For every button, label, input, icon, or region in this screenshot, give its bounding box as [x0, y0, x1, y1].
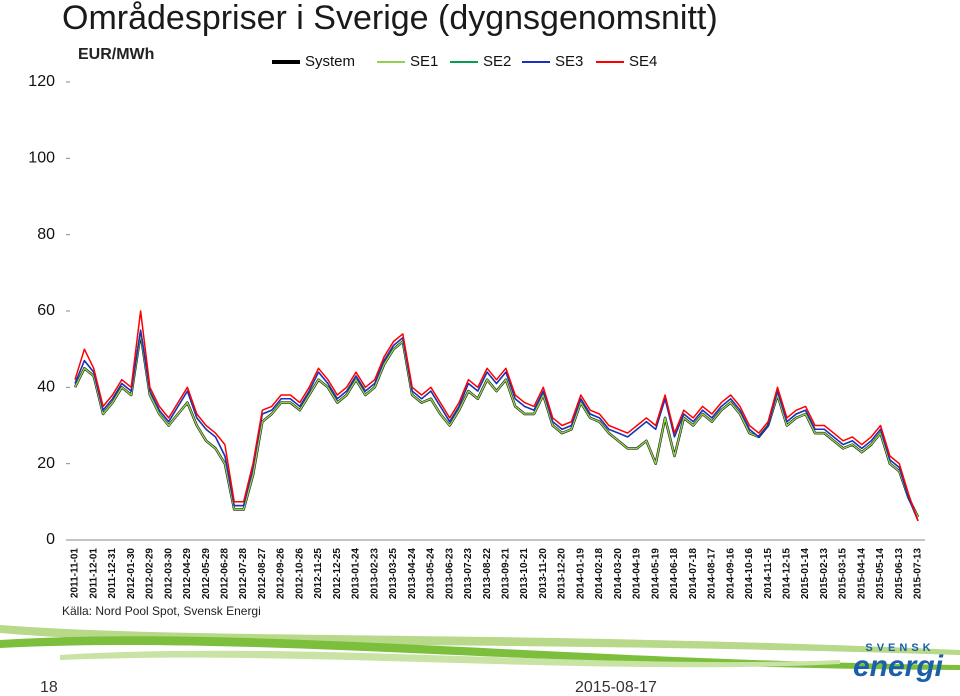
x-tick-label: 2014-12-15 [782, 548, 793, 600]
x-tick-label: 2014-05-19 [650, 548, 661, 600]
series-line [74, 310, 919, 522]
x-tick-label: 2013-03-25 [388, 548, 399, 600]
x-tick-label: 2013-08-22 [482, 548, 493, 600]
x-tick-label: 2013-11-20 [538, 548, 549, 599]
legend-label: SE1 [410, 53, 438, 70]
logo-top: SVENSK [865, 642, 934, 654]
x-tick-label: 2014-09-16 [725, 548, 736, 600]
x-tick-label: 2015-02-13 [819, 548, 830, 600]
source: Källa: Nord Pool Spot, Svensk Energi [62, 604, 261, 618]
x-tick-label: 2012-01-30 [126, 548, 137, 600]
x-tick-label: 2011-12-01 [88, 548, 99, 599]
x-tick-label: 2015-04-14 [856, 548, 867, 600]
x-tick-label: 2011-11-01 [70, 548, 81, 598]
x-tick-label: 2012-11-25 [313, 548, 324, 599]
x-tick-label: 2012-12-25 [332, 548, 343, 600]
series-line [73, 332, 920, 518]
y-tick-label: 60 [37, 302, 55, 319]
chart-title: Områdespriser i Sverige (dygnsgenomsnitt… [62, 0, 718, 37]
x-tick-label: 2014-02-18 [594, 548, 605, 600]
x-tick-label: 2013-07-23 [463, 548, 474, 600]
x-tick-label: 2012-09-26 [276, 548, 287, 600]
x-tick-label: 2014-11-15 [763, 548, 774, 599]
legend-label: SE2 [483, 53, 511, 70]
y-axis-label: EUR/MWh [78, 46, 154, 63]
decoration [0, 625, 960, 670]
x-tick-label: 2012-06-28 [220, 548, 231, 600]
x-tick-label: 2014-07-18 [688, 548, 699, 600]
x-tick-label: 2014-04-19 [632, 548, 643, 600]
series-line [74, 329, 919, 522]
x-tick-label: 2013-04-24 [407, 548, 418, 600]
legend-label: System [305, 53, 355, 70]
x-tick-label: 2013-09-21 [501, 548, 512, 600]
y-tick-label: 40 [37, 379, 55, 396]
x-tick-label: 2015-01-14 [800, 548, 811, 600]
y-tick-label: 20 [37, 455, 55, 472]
page-number: 18 [40, 679, 58, 696]
y-tick-label: 100 [28, 150, 55, 167]
x-tick-label: 2013-10-21 [519, 548, 530, 600]
y-tick-label: 0 [46, 531, 55, 548]
x-tick-label: 2013-12-20 [557, 548, 568, 600]
x-tick-label: 2015-05-14 [875, 548, 886, 600]
x-tick-label: 2012-08-27 [257, 548, 268, 600]
x-tick-label: 2012-04-29 [182, 548, 193, 600]
x-tick-label: 2013-05-24 [426, 548, 437, 600]
x-tick-label: 2013-01-24 [351, 548, 362, 600]
x-tick-label: 2014-10-16 [744, 548, 755, 600]
x-tick-label: 2012-03-30 [163, 548, 174, 600]
x-tick-label: 2014-06-18 [669, 548, 680, 600]
x-tick-label: 2014-08-17 [707, 548, 718, 600]
x-tick-label: 2014-03-20 [613, 548, 624, 600]
y-tick-label: 80 [37, 226, 55, 243]
x-tick-label: 2012-07-28 [238, 548, 249, 600]
x-tick-label: 2015-07-13 [913, 548, 924, 600]
legend-label: SE4 [629, 53, 657, 70]
x-tick-label: 2012-10-26 [294, 548, 305, 600]
x-tick-label: 2015-03-15 [838, 548, 849, 600]
y-tick-label: 120 [28, 73, 55, 90]
legend-label: SE3 [555, 53, 583, 70]
series-line [74, 333, 919, 518]
logo-main: energi [853, 650, 944, 683]
series-line [74, 329, 919, 522]
x-tick-label: 2014-01-19 [575, 548, 586, 600]
footer-date: 2015-08-17 [575, 679, 657, 696]
x-tick-label: 2015-06-13 [894, 548, 905, 600]
x-tick-label: 2013-02-23 [369, 548, 380, 600]
x-tick-label: 2012-05-29 [201, 548, 212, 600]
x-tick-label: 2013-06-23 [444, 548, 455, 600]
x-tick-label: 2011-12-31 [107, 548, 118, 599]
x-tick-label: 2012-02-29 [145, 548, 156, 600]
